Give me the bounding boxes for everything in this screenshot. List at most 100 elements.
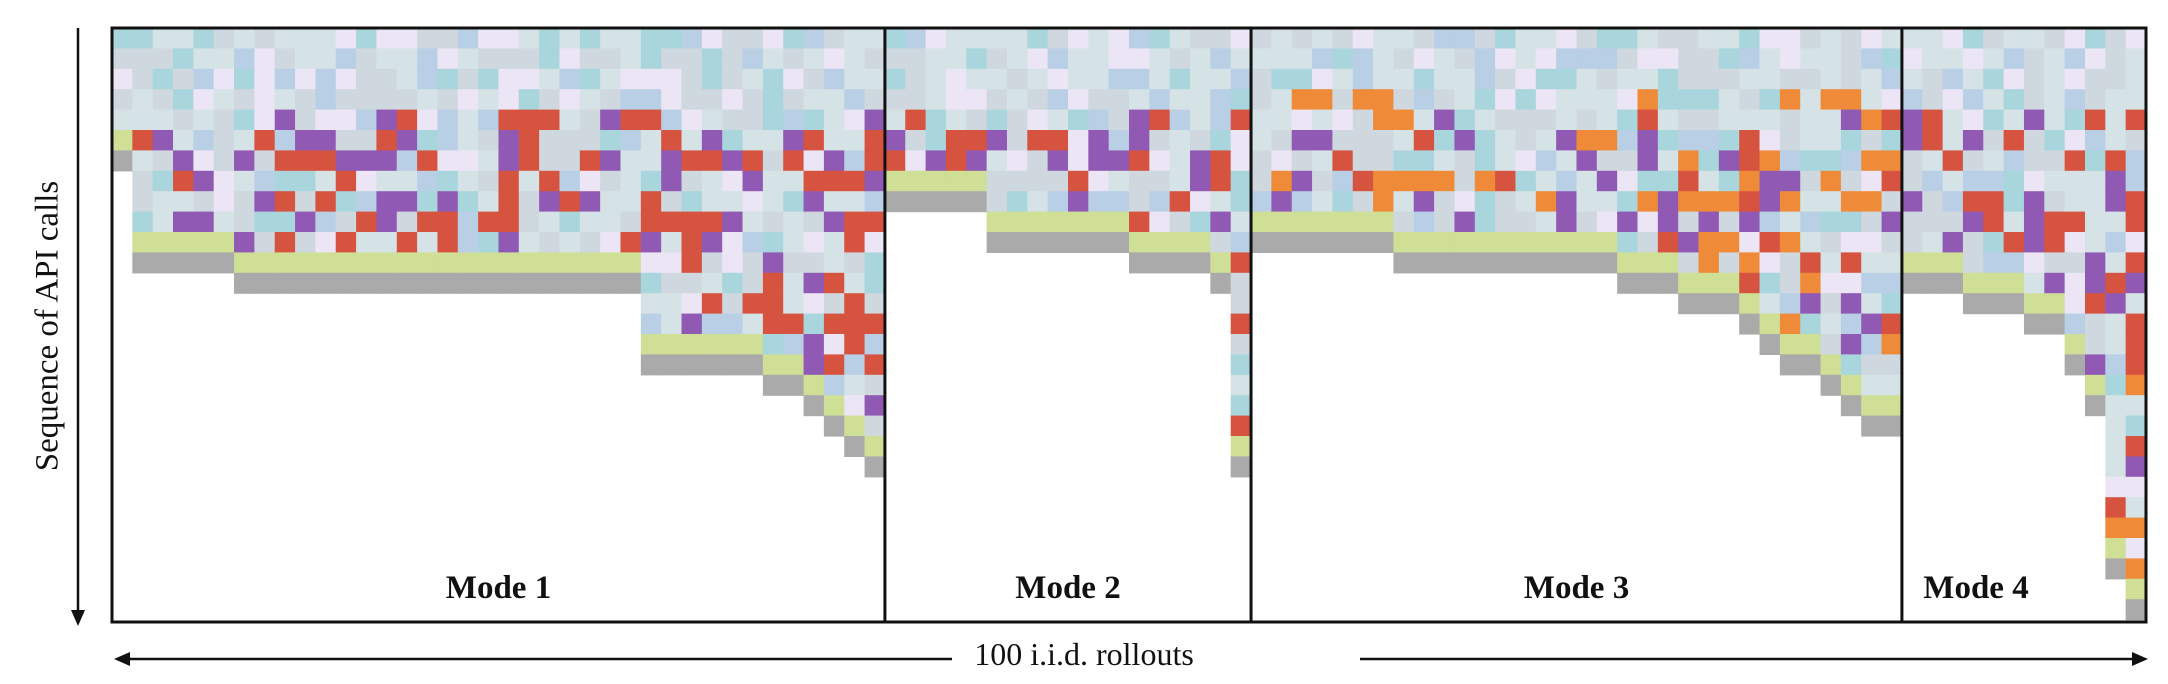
api-call-cell xyxy=(1169,89,1191,111)
api-call-cell xyxy=(620,170,642,192)
api-call-cell xyxy=(315,109,337,131)
api-call-cell xyxy=(701,109,723,131)
api-call-cell xyxy=(1800,313,1822,335)
api-call-cell xyxy=(2125,456,2147,478)
api-call-cell xyxy=(335,28,357,49)
api-call-cell xyxy=(1271,211,1293,233)
api-call-cell xyxy=(1556,130,1578,151)
api-call-cell xyxy=(823,395,845,417)
api-call-cell xyxy=(2084,293,2106,315)
api-call-cell xyxy=(742,150,764,172)
api-call-cell xyxy=(559,232,581,253)
api-call-cell xyxy=(2064,150,2086,172)
api-call-cell xyxy=(925,170,947,192)
api-call-cell xyxy=(1413,28,1435,49)
api-call-cell xyxy=(640,191,662,213)
api-call-cell xyxy=(1657,48,1679,70)
api-call-cell xyxy=(1352,109,1374,131)
api-call-cell xyxy=(681,232,703,253)
api-call-cell xyxy=(254,130,276,151)
api-call-cell xyxy=(1312,48,1333,70)
api-call-cell xyxy=(803,28,825,49)
api-call-cell xyxy=(864,334,886,355)
api-call-cell xyxy=(2023,150,2045,172)
api-call-cell xyxy=(2105,211,2127,233)
api-call-cell xyxy=(1027,130,1049,151)
api-call-cell xyxy=(539,109,561,131)
api-call-cell xyxy=(518,89,540,111)
api-call-cell xyxy=(1779,89,1801,111)
api-call-cell xyxy=(864,170,886,192)
api-call-cell xyxy=(783,354,805,376)
api-call-cell xyxy=(457,48,479,70)
api-call-cell xyxy=(1027,89,1049,111)
api-call-cell xyxy=(1861,252,1883,274)
api-call-cell xyxy=(1657,150,1679,172)
api-call-cell xyxy=(884,191,906,213)
api-call-cell xyxy=(722,68,744,90)
api-call-cell xyxy=(1718,109,1740,131)
api-call-cell xyxy=(1739,130,1761,151)
api-call-cell xyxy=(986,170,1008,192)
api-call-cell xyxy=(1678,232,1700,253)
api-call-cell xyxy=(559,109,581,131)
api-call-cell xyxy=(1779,293,1801,315)
api-call-cell xyxy=(1271,150,1293,172)
api-call-cell xyxy=(1190,89,1211,111)
api-call-cell xyxy=(1657,272,1679,294)
api-call-cell xyxy=(1474,170,1496,192)
api-call-cell xyxy=(1861,28,1883,49)
api-call-cell xyxy=(1922,28,1944,49)
api-call-cell xyxy=(1678,89,1700,111)
mode-label: Mode 3 xyxy=(1524,570,1629,606)
api-call-cell xyxy=(1861,374,1883,396)
api-call-cell xyxy=(254,191,276,213)
api-call-cell xyxy=(356,272,378,294)
api-call-cell xyxy=(132,130,154,151)
api-call-cell xyxy=(1515,109,1537,131)
api-call-cell xyxy=(844,48,866,70)
api-call-cell xyxy=(1129,28,1150,49)
api-call-cell xyxy=(1759,232,1781,253)
api-call-cell xyxy=(213,68,235,90)
api-call-cell xyxy=(803,68,825,90)
api-call-cell xyxy=(2125,89,2147,111)
api-call-cell xyxy=(417,68,439,90)
api-call-cell xyxy=(783,293,805,315)
api-call-cell xyxy=(1108,89,1130,111)
api-call-cell xyxy=(234,48,255,70)
api-call-cell xyxy=(1474,232,1496,253)
api-call-cell xyxy=(478,170,500,192)
api-call-cell xyxy=(579,170,601,192)
api-call-cell xyxy=(1861,293,1883,315)
api-call-cell xyxy=(925,150,947,172)
api-call-cell xyxy=(1067,232,1089,253)
api-call-cell xyxy=(1190,252,1211,274)
api-call-cell xyxy=(1657,170,1679,192)
api-call-cell xyxy=(1312,109,1333,131)
api-call-cell xyxy=(681,252,703,274)
api-call-cell xyxy=(905,130,927,151)
api-call-cell xyxy=(1088,150,1110,172)
api-call-cell xyxy=(1393,150,1415,172)
api-call-cell xyxy=(234,150,255,172)
api-call-cell xyxy=(1678,170,1700,192)
api-call-cell xyxy=(193,252,215,274)
api-call-cell xyxy=(1332,109,1354,131)
api-call-cell xyxy=(559,170,581,192)
api-call-cell xyxy=(1515,211,1537,233)
api-call-cell xyxy=(661,252,683,274)
api-call-cell xyxy=(498,211,520,233)
api-call-cell xyxy=(518,48,540,70)
api-call-cell xyxy=(1067,48,1089,70)
api-call-cell xyxy=(1556,109,1578,131)
api-call-cell xyxy=(2084,89,2106,111)
api-call-cell xyxy=(1739,48,1761,70)
api-call-cell xyxy=(1495,232,1517,253)
api-call-cell xyxy=(437,130,459,151)
api-call-cell xyxy=(783,130,805,151)
api-call-cell xyxy=(1474,191,1496,213)
api-call-cell xyxy=(1373,130,1395,151)
api-call-cell xyxy=(234,252,255,274)
